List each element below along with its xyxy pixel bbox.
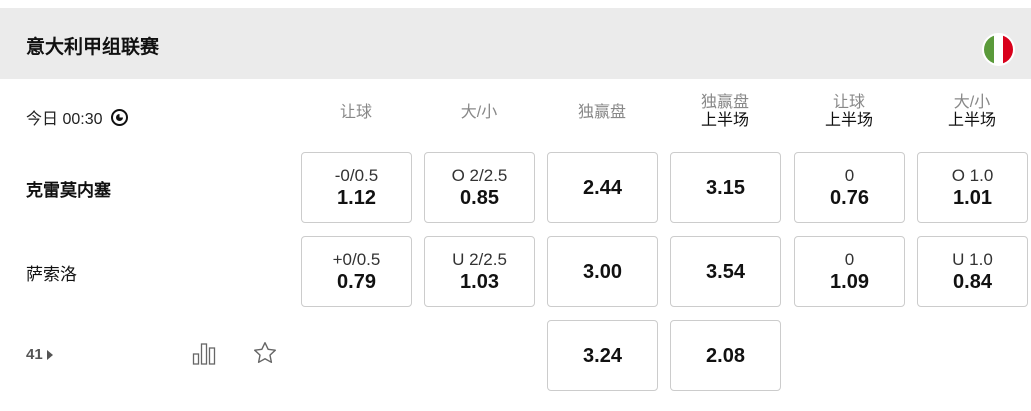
odds-button[interactable]: O 1.0 1.01	[917, 152, 1028, 223]
column-sublabel: 上半场	[947, 112, 996, 129]
odds-value: 0.84	[953, 270, 992, 293]
odds-value: 0.76	[830, 186, 869, 209]
odds-value: 1.03	[460, 270, 499, 293]
odds-button[interactable]: O 2/2.5 0.85	[424, 152, 535, 223]
odds-value: 3.15	[706, 176, 745, 199]
column-header: 大/小 上半场	[917, 94, 1027, 130]
column-label: 让球	[832, 94, 865, 111]
odds-line: U 1.0	[952, 249, 993, 269]
odds-value: 3.00	[583, 260, 622, 283]
odds-value: 3.24	[583, 344, 622, 367]
odds-button[interactable]: U 1.0 0.84	[917, 236, 1028, 307]
odds-line: 0	[844, 249, 855, 269]
odds-button[interactable]: 2.44	[547, 152, 658, 223]
odds-value: 1.09	[830, 270, 869, 293]
column-header: 独赢盘	[547, 104, 657, 122]
match-time: 今日 00:30	[26, 105, 128, 129]
column-header: 独赢盘 上半场	[670, 94, 780, 130]
league-header: 意大利甲组联赛	[0, 8, 1031, 79]
odds-button[interactable]: 3.54	[670, 236, 781, 307]
column-header: 大/小	[424, 104, 534, 122]
statistics-icon[interactable]	[192, 342, 218, 366]
odds-line: U 2/2.5	[452, 249, 507, 269]
italy-flag-icon	[982, 33, 1015, 66]
odds-button[interactable]: 0 0.76	[794, 152, 905, 223]
column-label: 大/小	[460, 104, 498, 121]
odds-line: O 1.0	[951, 165, 994, 185]
favorite-star-icon[interactable]	[252, 340, 278, 366]
league-title: 意大利甲组联赛	[26, 37, 160, 58]
odds-line: 0	[844, 165, 855, 185]
odds-value: 3.54	[706, 260, 745, 283]
team-name: 克雷莫内塞	[26, 181, 111, 200]
odds-line: -0/0.5	[334, 165, 379, 185]
column-sublabel: 上半场	[700, 112, 749, 129]
column-header: 让球 上半场	[794, 94, 904, 130]
odds-button[interactable]: 2.08	[670, 320, 781, 391]
odds-line: O 2/2.5	[451, 165, 508, 185]
match-time-text: 今日 00:30	[26, 111, 103, 128]
odds-button[interactable]: 3.24	[547, 320, 658, 391]
clock-icon	[110, 108, 128, 126]
odds-value: 1.12	[337, 186, 376, 209]
team-name: 萨索洛	[26, 265, 77, 284]
more-markets-link[interactable]: 41	[26, 346, 53, 363]
column-label: 大/小	[953, 94, 991, 111]
column-label: 独赢盘	[700, 94, 749, 111]
odds-button[interactable]: 0 1.09	[794, 236, 905, 307]
odds-value: 0.85	[460, 186, 499, 209]
column-label: 独赢盘	[577, 104, 626, 121]
column-sublabel: 上半场	[824, 112, 873, 129]
odds-value: 0.79	[337, 270, 376, 293]
odds-button[interactable]: -0/0.5 1.12	[301, 152, 412, 223]
odds-button[interactable]: 3.00	[547, 236, 658, 307]
more-count: 41	[26, 346, 43, 363]
odds-value: 2.08	[706, 344, 745, 367]
column-header: 让球	[301, 104, 411, 122]
odds-value: 1.01	[953, 186, 992, 209]
caret-right-icon	[46, 349, 53, 360]
odds-button[interactable]: 3.15	[670, 152, 781, 223]
odds-line: +0/0.5	[332, 249, 381, 269]
odds-button[interactable]: U 2/2.5 1.03	[424, 236, 535, 307]
odds-value: 2.44	[583, 176, 622, 199]
column-label: 让球	[339, 104, 372, 121]
odds-button[interactable]: +0/0.5 0.79	[301, 236, 412, 307]
